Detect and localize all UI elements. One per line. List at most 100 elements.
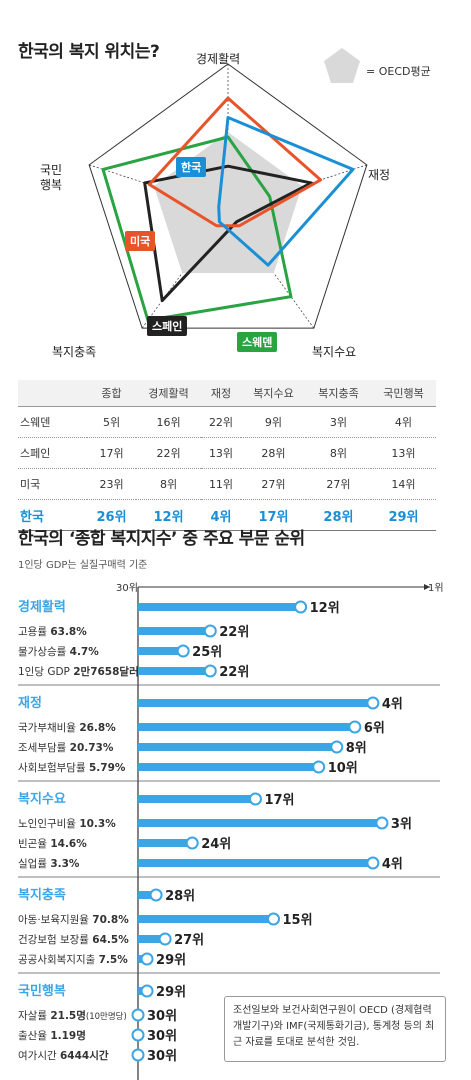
bar-item-label: 건강보험 보장률 64.5% bbox=[18, 934, 129, 946]
table-header-row: 종합 경제활력 재정 복지수요 복지충족 국민행복 bbox=[18, 380, 436, 407]
bar-item bbox=[138, 859, 373, 867]
table-cell: 14위 bbox=[370, 468, 436, 500]
radar-series-tag: 스웨덴 bbox=[237, 332, 278, 352]
bar-end-dot bbox=[267, 912, 281, 926]
table-cell: 3위 bbox=[305, 406, 371, 438]
table-header-cell: 국민행복 bbox=[370, 380, 436, 407]
bar-end-dot bbox=[366, 696, 380, 710]
bar-chart-title: 한국의 ‘종합 복지지수’ 중 주요 부문 순위 bbox=[18, 529, 305, 549]
radar-axis-label: 복지수요 bbox=[312, 345, 357, 359]
bar-category-label: 복지충족 bbox=[18, 887, 66, 903]
table-row: 미국 23위 8위 11위 27위 27위 14위 bbox=[18, 468, 436, 500]
table-cell: 28위 bbox=[240, 437, 306, 469]
bar-item-label: 아동·보육지원율 70.8% bbox=[18, 914, 129, 926]
bar-rank-label: 3위 bbox=[391, 817, 412, 832]
table-row-header: 스페인 bbox=[18, 437, 87, 469]
table-cell: 9위 bbox=[240, 406, 306, 438]
table-header-cell bbox=[18, 380, 87, 407]
bar-rank-label: 12위 bbox=[310, 601, 340, 616]
oecd-legend-label: = OECD평균 bbox=[366, 65, 431, 78]
bar-category bbox=[138, 603, 301, 611]
bar-end-dot bbox=[312, 760, 326, 774]
bar-item-label: 고용률 63.8% bbox=[18, 626, 87, 638]
table-row: 스웨덴 5위 16위 22위 9위 3위 4위 bbox=[18, 406, 436, 438]
radar-axis-label: 재정 bbox=[368, 168, 391, 182]
bar-axis-end-label: 1위 bbox=[428, 581, 444, 594]
radar-series-스페인 bbox=[143, 164, 313, 303]
bar-item bbox=[138, 667, 211, 675]
bar-category bbox=[138, 795, 256, 803]
bar-item-label: 물가상승률 4.7% bbox=[18, 646, 99, 658]
bar-rank-label: 4위 bbox=[382, 857, 403, 872]
radar-axis-label: 복지충족 bbox=[52, 345, 97, 359]
bar-end-dot bbox=[176, 644, 190, 658]
table-row-header: 한국 bbox=[18, 499, 87, 531]
table-cell: 4위 bbox=[201, 499, 241, 531]
bar-item bbox=[138, 723, 355, 731]
bar-rank-label: 10위 bbox=[328, 761, 358, 776]
radar-title: 한국의 복지 위치는? bbox=[18, 42, 160, 62]
bar-rank-label: 30위 bbox=[147, 1009, 177, 1024]
table-cell: 5위 bbox=[87, 406, 137, 438]
table-cell: 11위 bbox=[201, 468, 241, 500]
bar-rank-label: 6위 bbox=[364, 721, 385, 736]
table-row-header: 미국 bbox=[18, 468, 87, 500]
table-cell: 13위 bbox=[370, 437, 436, 469]
bar-item-label: 여가시간 6444시간 bbox=[18, 1049, 109, 1062]
table-header-cell: 재정 bbox=[201, 380, 241, 407]
bar-rank-label: 25위 bbox=[192, 645, 222, 660]
bar-chart-subtitle: 1인당 GDP는 실질구매력 기준 bbox=[18, 560, 148, 571]
bar-end-dot bbox=[366, 856, 380, 870]
bar-item-label: 1인당 GDP 2만7658달러 bbox=[18, 665, 139, 678]
radar-series-미국 bbox=[147, 96, 323, 228]
bar-end-dot bbox=[330, 740, 344, 754]
bar-end-dot bbox=[158, 932, 172, 946]
table-cell: 8위 bbox=[305, 437, 371, 469]
table-cell: 4위 bbox=[370, 406, 436, 438]
bar-rank-label: 29위 bbox=[156, 985, 186, 1000]
source-note: 조선일보와 보건사회연구원이 OECD (경제협력개발기구)와 IMF(국제통화… bbox=[224, 996, 446, 1062]
bar-category-label: 국민행복 bbox=[18, 983, 66, 999]
radar-series-스웨덴 bbox=[101, 135, 293, 322]
bar-item-label: 출산율 1.19명 bbox=[18, 1029, 86, 1042]
table-cell: 27위 bbox=[240, 468, 306, 500]
bar-end-dot bbox=[248, 792, 262, 806]
bar-category bbox=[138, 699, 373, 707]
bar-item-label: 사회보험부담률 5.79% bbox=[18, 762, 126, 774]
bar-end-dot bbox=[131, 1048, 145, 1062]
bar-item-label: 자살률 21.5명(10만명당) bbox=[18, 1009, 127, 1022]
bar-rank-label: 17위 bbox=[264, 793, 294, 808]
radar-frame bbox=[88, 63, 368, 329]
bar-item bbox=[138, 763, 319, 771]
bar-rank-label: 24위 bbox=[201, 837, 231, 852]
bar-axis-arrow bbox=[424, 584, 430, 590]
bar-end-dot bbox=[294, 600, 308, 614]
bar-category-label: 경제활력 bbox=[18, 599, 66, 615]
table-header-cell: 복지수요 bbox=[240, 380, 306, 407]
bar-end-dot bbox=[140, 952, 154, 966]
bar-rank-label: 22위 bbox=[219, 625, 249, 640]
bar-category-label: 재정 bbox=[18, 695, 42, 711]
bar-rank-label: 27위 bbox=[174, 933, 204, 948]
table-cell: 17위 bbox=[240, 499, 306, 531]
bar-item bbox=[138, 935, 166, 943]
table-cell: 27위 bbox=[305, 468, 371, 500]
bar-end-dot bbox=[203, 664, 217, 678]
table-header-cell: 경제활력 bbox=[136, 380, 202, 407]
bar-rank-label: 15위 bbox=[283, 913, 313, 928]
bar-category bbox=[138, 891, 157, 899]
table-cell: 29위 bbox=[370, 499, 436, 531]
bar-rank-label: 4위 bbox=[382, 697, 403, 712]
table-cell: 26위 bbox=[87, 499, 137, 531]
bar-item bbox=[138, 627, 211, 635]
bar-item bbox=[138, 839, 193, 847]
bar-end-dot bbox=[131, 1028, 145, 1042]
bar-item-label: 조세부담률 20.73% bbox=[18, 742, 114, 754]
radar-series-한국 bbox=[217, 116, 355, 267]
bar-rank-label: 8위 bbox=[346, 741, 367, 756]
bar-rank-label: 28위 bbox=[165, 889, 195, 904]
table-cell: 8위 bbox=[136, 468, 202, 500]
rank-table: 종합 경제활력 재정 복지수요 복지충족 국민행복 스웨덴 5위 16위 22위 9위 3위 4위 스페… bbox=[18, 380, 436, 531]
bar-end-dot bbox=[149, 888, 163, 902]
table-row: 한국 26위 12위 4위 17위 28위 29위 bbox=[18, 499, 436, 531]
